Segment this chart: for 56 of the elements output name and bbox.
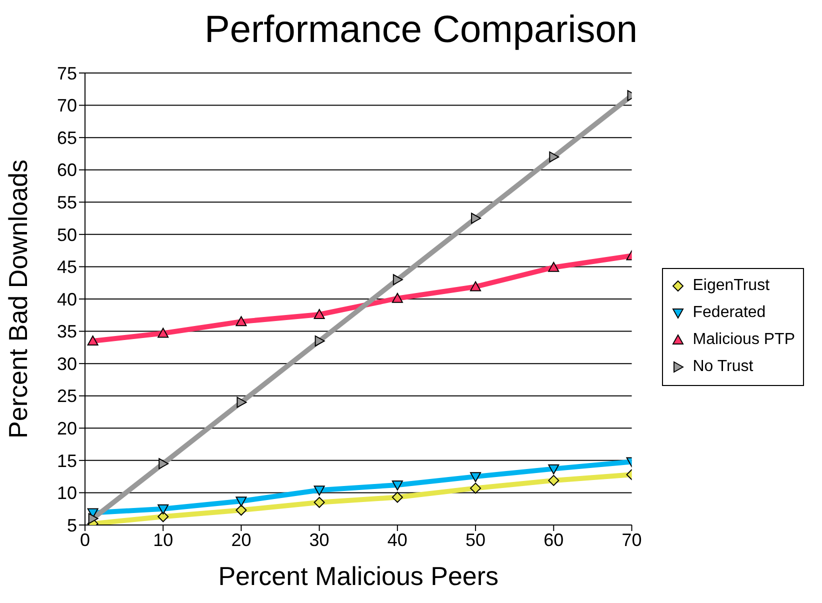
point — [314, 496, 325, 508]
y-tick-label: 25 — [56, 386, 77, 406]
x-tick-label: 0 — [80, 530, 90, 550]
point — [548, 464, 560, 474]
point — [548, 474, 560, 486]
x-tick-label: 50 — [466, 530, 486, 550]
y-tick-label: 15 — [56, 450, 77, 471]
y-tick-label: 55 — [56, 192, 77, 213]
x-tick-label: 40 — [387, 530, 408, 550]
x-tick-label: 30 — [309, 530, 330, 550]
point — [158, 511, 169, 522]
y-tick-label: 65 — [56, 128, 77, 148]
point — [87, 335, 98, 346]
y-tick-label: 50 — [56, 224, 77, 245]
point — [158, 504, 169, 514]
point — [549, 151, 560, 162]
point — [158, 328, 169, 338]
point — [314, 308, 325, 319]
y-tick-label: 35 — [56, 322, 77, 342]
x-tick-label: 70 — [622, 530, 642, 550]
y-tick-label: 45 — [56, 257, 77, 278]
point — [158, 458, 169, 470]
x-axis-title: Percent Malicious Peers — [218, 561, 499, 591]
x-tick-label: 60 — [544, 530, 564, 550]
point — [236, 316, 247, 326]
y-tick-label: 70 — [56, 96, 77, 116]
point — [236, 504, 247, 516]
point — [470, 281, 482, 292]
y-tick-label: 75 — [56, 63, 77, 84]
point — [470, 472, 482, 482]
legend-label: EigenTrust — [692, 277, 770, 295]
y-tick-label: 40 — [56, 289, 77, 310]
point — [392, 292, 403, 303]
point — [314, 486, 325, 496]
y-tick-label: 30 — [56, 354, 77, 374]
point — [314, 335, 325, 346]
point — [392, 492, 403, 503]
point — [236, 396, 247, 408]
point — [471, 212, 482, 224]
y-tick-label: 10 — [56, 483, 77, 504]
point — [548, 262, 560, 272]
legend-label: Federated — [692, 304, 766, 322]
x-tick-label: 10 — [153, 530, 174, 550]
y-tick-label: 5 — [66, 515, 77, 536]
y-tick-label: 60 — [56, 160, 77, 180]
point — [392, 480, 403, 490]
legend-label: No Trust — [692, 358, 754, 376]
chart-title: Performance Comparison — [204, 8, 638, 53]
point — [88, 513, 98, 524]
point — [392, 274, 403, 286]
x-tick-label: 20 — [231, 530, 252, 550]
point — [470, 482, 482, 494]
legend-label: Malicious PTP — [692, 331, 795, 349]
y-tick-label: 20 — [56, 418, 77, 439]
y-axis-title: Percent Bad Downloads — [3, 160, 34, 438]
point — [236, 496, 247, 507]
